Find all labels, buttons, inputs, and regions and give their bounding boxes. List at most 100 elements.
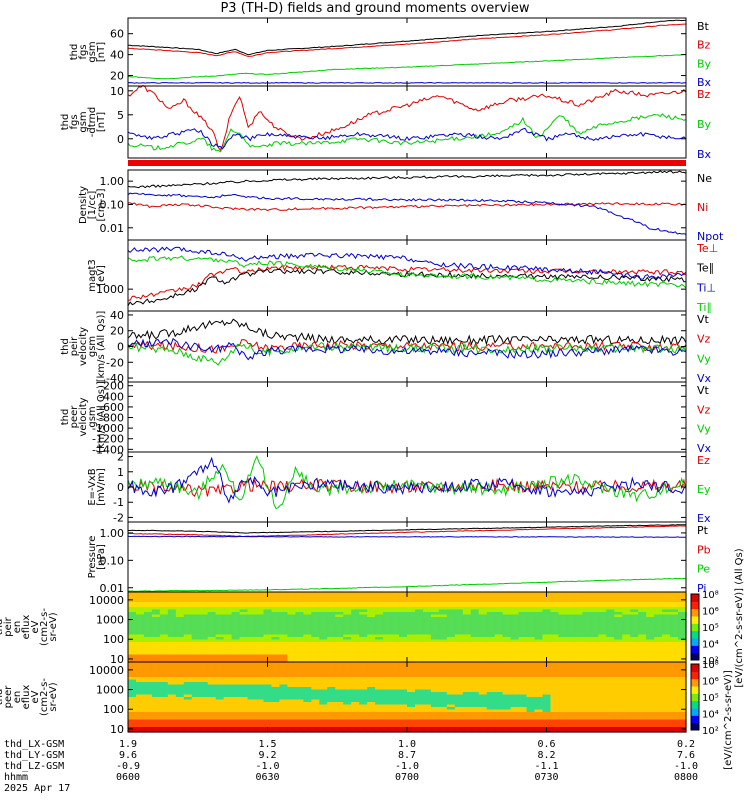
peer_spec-cell [407,722,416,726]
peir_spec-cell [271,657,281,661]
peer_spec-cell [159,704,169,708]
peer_spec-cell [199,714,209,718]
peer_spec-cell [446,709,456,713]
peir_spec-cell [319,659,328,663]
peir_spec-cell [462,652,472,656]
peer_spec-cell [430,692,440,696]
peir_spec-cell [502,637,512,641]
peer_spec-cell [622,664,631,668]
peir_spec-cell [191,642,201,646]
peer_spec-cell [414,702,424,706]
peer_spec-cell [359,704,368,708]
peir_spec-cell [662,634,671,638]
peer_spec-cell [574,667,583,671]
peer_spec-cell [566,714,575,718]
peir_spec-cell [582,654,591,658]
peir_spec-cell [151,602,161,606]
peer_spec-cell [582,669,591,673]
peir_spec-cell [159,619,169,623]
peir_spec-cell [614,644,623,648]
peer_spec-cell [239,722,249,726]
x-tick-hhmm-0: 0600 [116,772,140,783]
peir_spec-cell [638,622,647,626]
peir_spec-cell [391,649,400,653]
peer_spec-cell [135,697,145,701]
peir_spec-cell [534,627,544,631]
peer_spec-cell [159,712,169,716]
temp-legend-3: Ti∥ [696,301,712,314]
peer_spec-cell [191,662,201,666]
peir_spec-cell [646,602,655,606]
peir_spec-cell [335,639,344,643]
peer_spec-cell [407,717,416,721]
peer_spec-cell [279,672,289,676]
peer_spec-cell [518,674,528,678]
temp-ylabel-line: [eV] [96,265,107,286]
peer_spec-cell [414,729,424,733]
peer_spec-cell [606,664,615,668]
peer_spec-cell [239,662,249,666]
peir_spec-cell [534,639,544,643]
peer_spec-cell [207,699,217,703]
peir_spec-cell [151,597,161,601]
peer_spec-cell [231,679,241,683]
peir_spec-cell [662,639,671,643]
peir_spec-cell [343,647,352,651]
peir_spec-cell [143,642,153,646]
peer_spec-cell [558,702,568,706]
peir_spec-cell [478,634,488,638]
peer_spec-cell [550,704,560,708]
peir_spec-cell [574,629,583,633]
peer_spec-cell [478,699,488,703]
peer_spec-cell [462,712,472,716]
peer_spec-cell [223,697,233,701]
peer_spec-cell [271,727,281,731]
peer_spec-cell [311,689,320,693]
peir_spec-cell [271,597,281,601]
peer_spec-cell [566,684,575,688]
peer_spec-cell [343,727,352,731]
peir_spec-cell [526,609,536,613]
peir_spec-cell [215,607,225,611]
peir_spec-cell [135,612,145,616]
peir_spec-cell [470,627,480,631]
peir_spec-cell [327,649,336,653]
peer_spec-cell [422,717,432,721]
peir_spec-cell [151,642,161,646]
peir_spec-cell [263,604,273,608]
peir_spec-cell [327,629,336,633]
peer_spec-cell [335,724,344,728]
peer_spec-cell [327,687,336,691]
peir_spec-cell [223,659,233,663]
peir_spec-cell [430,637,440,641]
peir_spec-cell [215,612,225,616]
peir_spec-cell [295,594,304,598]
peir_spec-cell [343,604,352,608]
peir_spec-cell [231,639,241,643]
peir_spec-cell [279,632,289,636]
peir_spec-cell [303,604,312,608]
peer_spec-cell [582,707,591,711]
peer_spec-cell [183,682,193,686]
peir_spec-cell [135,609,145,613]
peer_spec-cell [167,667,177,671]
peer_spec-cell [534,672,544,676]
peer_spec-cell [207,729,217,733]
peir_spec-cell [183,634,193,638]
peir_spec-cell [670,614,679,618]
peir_spec-cell [231,612,241,616]
peir_spec-cell [550,629,560,633]
peir_spec-cell [638,612,647,616]
peir_spec-cell [399,632,408,636]
peir_spec-cell [239,609,249,613]
peer_spec-cell [207,694,217,698]
peer_spec-cell [502,687,512,691]
peer_spec-ytick-label: 1000 [96,684,124,697]
peir_spec-cell [446,617,456,621]
peir_spec-cell [446,599,456,603]
peir_spec-cell [582,592,591,596]
peer_spec-cell [327,672,336,676]
peir_spec-cell [367,612,376,616]
peir_spec-cell [247,652,257,656]
colorbar-1-segment [691,722,699,731]
